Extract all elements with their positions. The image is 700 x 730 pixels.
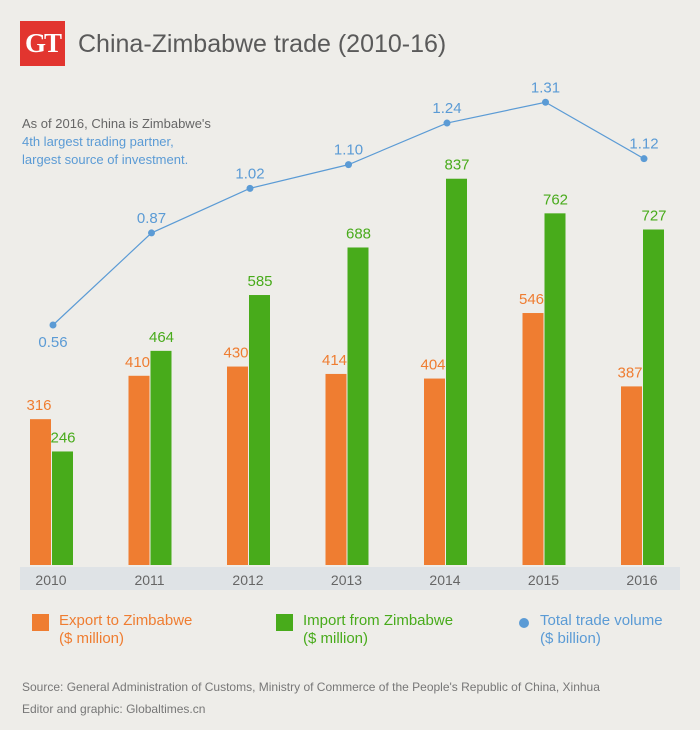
legend-export-unit: ($ million) [59, 630, 125, 647]
export-value-label: 546 [519, 291, 544, 308]
chart: 316 246 2010 410 464 2011 430 585 2012 414 688 2013… [20, 79, 680, 590]
note-line-2: 4th largest trading partner, [22, 134, 174, 149]
export-bar [621, 386, 642, 565]
export-value-label: 404 [420, 357, 445, 374]
x-tick-label: 2011 [134, 572, 164, 588]
x-axis-band [20, 567, 680, 590]
note-line-1: As of 2016, China is Zimbabwe's [22, 116, 211, 131]
export-bar [424, 378, 445, 565]
total-trade-point [443, 119, 451, 127]
import-bar [150, 350, 172, 565]
import-bar [643, 229, 664, 565]
export-bar [128, 375, 150, 565]
import-value-label: 837 [444, 157, 469, 174]
source-text: Source: General Administration of Custom… [22, 680, 600, 694]
legend-export-label: Export to Zimbabwe [59, 612, 193, 629]
total-trade-point [542, 98, 549, 106]
annotation-note: As of 2016, China is Zimbabwe's 4th larg… [22, 115, 211, 169]
total-value-label: 1.02 [235, 165, 264, 182]
export-value-label: 410 [125, 354, 150, 371]
credit-text: Editor and graphic: Globaltimes.cn [22, 702, 206, 716]
chart-title: China-Zimbabwe trade (2010-16) [78, 30, 447, 58]
export-value-label: 316 [26, 397, 51, 414]
legend-total-label: Total trade volume [540, 612, 663, 629]
total-value-label: 1.12 [629, 136, 658, 153]
import-value-label: 688 [346, 225, 371, 242]
import-bar [249, 295, 270, 565]
total-dot-icon [519, 618, 529, 628]
total-trade-point [246, 184, 254, 192]
import-bar [446, 178, 467, 566]
import-value-label: 762 [543, 191, 568, 208]
import-swatch [276, 614, 293, 631]
import-value-label: 246 [50, 429, 75, 446]
export-value-label: 387 [617, 364, 642, 381]
x-tick-label: 2016 [626, 572, 657, 588]
total-trade-point [640, 155, 648, 163]
gt-logo: GT [20, 21, 65, 66]
note-line-3: largest source of investment. [22, 152, 189, 167]
import-value-label: 464 [149, 329, 174, 346]
footer: Source: General Administration of Custom… [22, 676, 600, 720]
total-trade-point [345, 161, 352, 169]
export-bar [30, 419, 51, 565]
import-value-label: 727 [641, 207, 666, 224]
total-value-label: 1.24 [432, 100, 461, 117]
import-value-label: 585 [247, 273, 272, 290]
legend-import-unit: ($ million) [303, 630, 369, 647]
total-value-label: 1.10 [334, 142, 363, 159]
x-tick-label: 2013 [331, 572, 362, 588]
total-value-label: 0.87 [137, 210, 166, 227]
total-trade-point [49, 321, 57, 329]
x-tick-label: 2015 [528, 572, 559, 588]
x-tick-label: 2012 [232, 572, 263, 588]
export-bar [227, 366, 248, 565]
export-bar [522, 313, 544, 565]
export-bar [325, 373, 347, 565]
import-bar [347, 247, 369, 565]
total-value-label: 0.56 [38, 334, 67, 351]
export-value-label: 430 [223, 345, 248, 362]
import-bar [544, 213, 566, 565]
export-value-label: 414 [322, 352, 347, 369]
x-tick-label: 2010 [35, 572, 66, 588]
total-value-label: 1.31 [531, 79, 560, 96]
total-trade-point [148, 229, 155, 237]
legend-import-label: Import from Zimbabwe [303, 612, 454, 629]
x-tick-label: 2014 [429, 572, 460, 588]
legend-total-unit: ($ billion) [540, 630, 601, 647]
export-swatch [32, 614, 49, 631]
import-bar [52, 451, 73, 565]
